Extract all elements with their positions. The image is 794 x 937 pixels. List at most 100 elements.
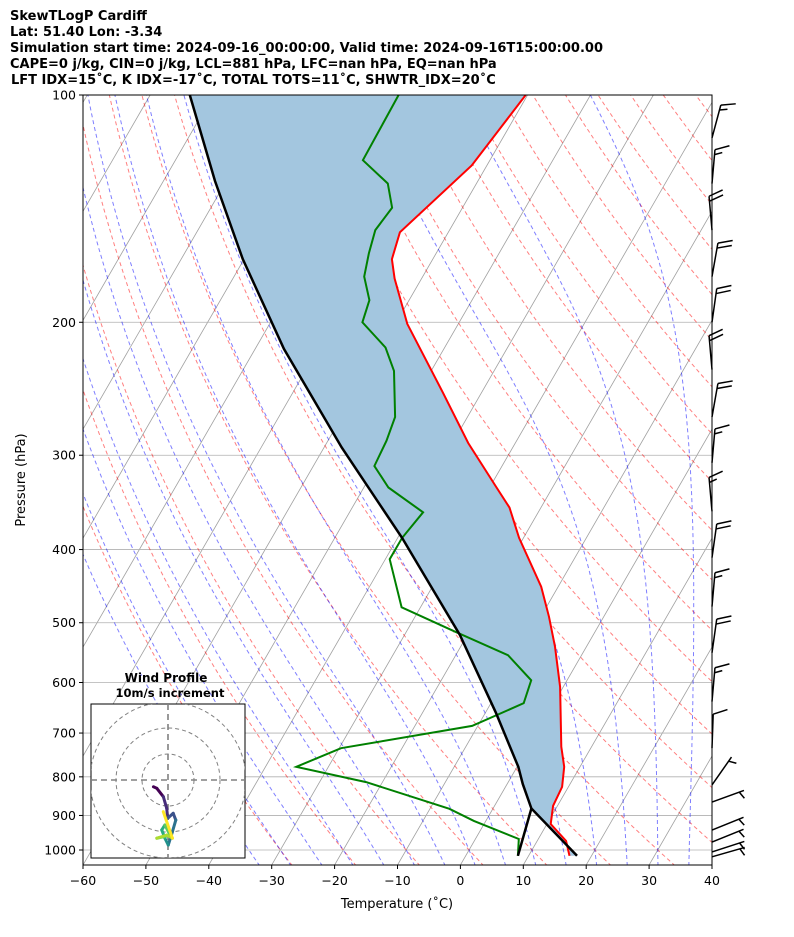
wind-barb — [711, 615, 732, 653]
wind-barb — [708, 189, 724, 231]
barb-staff — [711, 572, 716, 607]
wind-barb — [711, 816, 745, 831]
x-tick-label: 20 — [578, 873, 594, 888]
y-tick-label: 1000 — [44, 843, 76, 858]
wind-barb — [711, 284, 732, 323]
barb-half — [714, 151, 723, 156]
barb-full — [714, 424, 730, 430]
wind-barb — [711, 380, 733, 418]
dry-adiabat — [726, 92, 794, 866]
barb-staff — [711, 243, 719, 277]
dry-adiabat — [304, 95, 712, 683]
hodograph-segment — [161, 810, 174, 840]
barb-full — [716, 520, 732, 525]
y-tick-label: 700 — [52, 726, 76, 741]
barb-staff — [711, 523, 718, 558]
isotherm — [459, 428, 712, 865]
moist-adiabat — [83, 278, 385, 865]
barb-full — [714, 568, 730, 574]
barb-staff — [711, 756, 733, 786]
dry-adiabat — [369, 95, 712, 581]
isotherm — [648, 755, 712, 865]
profiles — [188, 95, 578, 857]
wind-barb — [711, 145, 730, 184]
moist-adiabat — [720, 95, 747, 866]
moist-adiabat — [83, 357, 354, 865]
indices-label-2: LFT IDX=15˚C, K IDX=-17˚C, TOTAL TOTS=11… — [11, 73, 496, 88]
barb-staff — [711, 846, 745, 858]
barb-full — [715, 620, 731, 625]
wind-barb — [708, 470, 723, 512]
barb-full — [717, 239, 733, 244]
y-tick-label: 100 — [52, 88, 76, 103]
barb-full — [716, 244, 732, 249]
y-tick-label: 500 — [52, 615, 76, 630]
x-tick-label: −60 — [70, 873, 96, 888]
indices-label-1: CAPE=0 j/kg, CIN=0 j/kg, LCL=881 hPa, LF… — [10, 57, 497, 72]
wind-barb — [711, 840, 746, 853]
x-tick-label: 40 — [704, 873, 720, 888]
isotherm — [271, 101, 712, 865]
moist-adiabat — [114, 95, 476, 865]
moist-adiabat — [83, 492, 292, 865]
cape-cin-fill — [189, 95, 578, 856]
wind-barb — [711, 520, 732, 558]
isotherm — [397, 319, 712, 865]
wind-barb — [711, 663, 730, 702]
barb-staff — [708, 477, 713, 512]
barb-full — [714, 145, 730, 151]
chart-title: SkewTLogP Cardiff — [10, 9, 147, 24]
y-tick-label: 300 — [52, 448, 76, 463]
dry-adiabat — [499, 95, 712, 388]
hodograph — [90, 703, 246, 859]
isotherm — [83, 95, 277, 431]
wind-barb — [711, 789, 745, 803]
dry-adiabat — [83, 122, 484, 865]
dry-adiabat — [597, 95, 712, 251]
moist-adiabat — [589, 95, 695, 865]
dry-adiabat — [564, 95, 712, 296]
barb-half — [714, 574, 723, 579]
parcel-dewpoint-line — [516, 808, 533, 857]
isotherm — [522, 537, 712, 865]
x-tick-label: −20 — [321, 873, 347, 888]
hodograph-segment — [155, 833, 169, 840]
moist-adiabat — [83, 185, 415, 865]
barb-full — [717, 380, 733, 385]
moist-adiabat — [361, 95, 628, 865]
hodograph-subtitle: 10m/s increment — [116, 686, 225, 700]
barb-half — [738, 791, 745, 799]
hodograph-plot — [91, 704, 245, 858]
y-tick-label: 200 — [52, 315, 76, 330]
moist-adiabat — [183, 95, 537, 865]
barb-staff — [711, 428, 716, 463]
barb-full — [709, 333, 724, 342]
barb-staff — [708, 196, 713, 231]
wind-barb — [708, 328, 724, 370]
wind-barb — [711, 239, 733, 277]
hodograph-segment — [170, 818, 178, 834]
y-axis-label: Pressure (hPa) — [14, 433, 29, 526]
dry-adiabat — [83, 388, 357, 865]
barb-staff — [711, 840, 745, 853]
barb-staff — [711, 816, 744, 831]
barb-full — [714, 663, 730, 669]
barb-full — [708, 470, 723, 479]
dewpoint-line — [292, 95, 533, 856]
wind-barbs — [708, 103, 746, 858]
barb-staff — [708, 335, 713, 370]
barb-half — [714, 669, 723, 674]
barb-full — [716, 385, 732, 390]
barb-staff — [711, 828, 744, 843]
barb-half — [709, 478, 718, 484]
dry-adiabat — [662, 95, 712, 162]
barb-staff — [711, 288, 718, 323]
barb-staff — [711, 789, 745, 803]
time-label: Simulation start time: 2024-09-16_00:00:… — [10, 41, 603, 56]
isotherm — [774, 95, 794, 866]
barb-staff — [711, 619, 718, 653]
wind-barb — [711, 708, 728, 749]
barb-staff — [711, 104, 722, 139]
